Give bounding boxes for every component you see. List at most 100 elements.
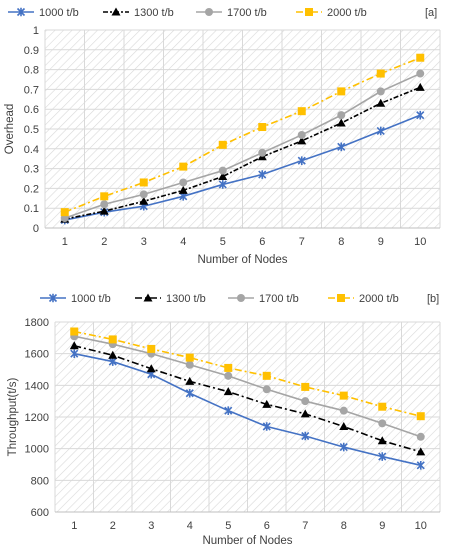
- data-point: [146, 364, 156, 373]
- data-point: [301, 382, 310, 391]
- x-tick-label: 5: [225, 520, 231, 532]
- y-tick-label: 1800: [25, 317, 49, 329]
- legend-item: 1700 t/b: [228, 293, 299, 305]
- y-tick-label: 0.2: [24, 183, 39, 195]
- legend-label: 2000 t/b: [359, 293, 399, 305]
- legend-label: 2000 t/b: [327, 7, 367, 19]
- y-tick-label: 1: [33, 25, 39, 37]
- data-point: [416, 110, 425, 120]
- data-point: [218, 172, 228, 181]
- data-point: [99, 206, 109, 215]
- data-point: [301, 431, 310, 441]
- data-point: [416, 412, 425, 421]
- x-tick-label: 2: [110, 520, 116, 532]
- data-point: [339, 422, 349, 430]
- legend-swatch-marker: [48, 293, 58, 303]
- series-line: [64, 72, 421, 219]
- y-tick-label: 600: [31, 507, 49, 519]
- data-point: [376, 98, 386, 107]
- y-tick-label: 0.9: [24, 45, 39, 57]
- data-point: [336, 118, 346, 127]
- data-point: [262, 422, 271, 431]
- panel-label: [b]: [427, 293, 439, 305]
- x-tick-label: 4: [180, 236, 186, 248]
- data-point: [218, 140, 227, 149]
- panel-label: [a]: [425, 7, 437, 19]
- data-point: [223, 387, 233, 396]
- x-tick-label: 1: [62, 236, 68, 248]
- series-1700-t-b: [60, 69, 425, 223]
- x-tick-label: 9: [378, 236, 384, 248]
- data-point: [300, 409, 310, 418]
- x-tick-label: 5: [220, 236, 226, 248]
- data-point: [297, 107, 306, 116]
- data-point: [337, 142, 346, 152]
- legend-swatch-marker: [305, 8, 313, 16]
- data-point: [416, 69, 425, 78]
- data-point: [179, 178, 188, 187]
- series-line: [64, 56, 421, 213]
- x-tick-label: 2: [101, 236, 107, 248]
- legend-label: 1000 t/b: [39, 7, 79, 19]
- legend-swatch-marker: [237, 294, 245, 302]
- throughput-chart: 600 800 1000 1200 1400 1600 1800 1 2 3 4 5 6 7 8 9 10 Num…: [7, 293, 441, 547]
- data-point: [224, 406, 233, 415]
- legend-label: 1700 t/b: [259, 293, 299, 305]
- data-point: [185, 360, 194, 369]
- legend-swatch-marker: [16, 7, 26, 17]
- x-tick-label: 7: [299, 236, 305, 248]
- legend-item: 1300 t/b: [103, 7, 174, 19]
- legend-item: 1700 t/b: [196, 7, 267, 19]
- data-point: [297, 136, 307, 145]
- series-2000-t-b: [70, 327, 425, 421]
- legend-swatch-marker: [337, 294, 345, 302]
- data-point: [339, 442, 348, 452]
- series-line: [74, 344, 421, 453]
- x-axis-title: Number of Nodes: [197, 254, 287, 266]
- legend-swatch-marker: [143, 293, 153, 302]
- legend-label: 1300 t/b: [134, 7, 174, 19]
- series-1700-t-b: [70, 332, 425, 441]
- y-tick-label: 0: [33, 223, 39, 235]
- data-point: [339, 391, 348, 400]
- legend-item: 1000 t/b: [8, 7, 79, 19]
- data-point: [262, 371, 271, 380]
- data-point: [70, 349, 79, 358]
- series-line: [64, 86, 421, 220]
- data-point: [262, 399, 272, 408]
- data-point: [376, 87, 385, 96]
- data-point: [377, 436, 387, 445]
- data-point: [416, 432, 425, 441]
- data-point: [179, 162, 188, 171]
- data-point: [224, 363, 233, 372]
- y-tick-label: 0.1: [24, 203, 39, 215]
- data-point: [69, 341, 79, 350]
- data-point: [337, 111, 346, 120]
- data-point: [139, 178, 148, 187]
- x-tick-label: 10: [414, 236, 426, 248]
- x-tick-label: 10: [415, 520, 427, 532]
- data-point: [258, 123, 267, 132]
- y-tick-label: 0.8: [24, 65, 39, 77]
- data-point: [185, 353, 194, 362]
- x-tick-label: 3: [141, 236, 147, 248]
- data-point: [139, 196, 149, 205]
- data-point: [416, 460, 425, 470]
- y-tick-label: 1200: [25, 412, 49, 424]
- data-point: [297, 156, 306, 165]
- data-point: [416, 447, 426, 456]
- x-tick-label: 6: [264, 520, 270, 532]
- x-tick-label: 3: [148, 520, 154, 532]
- legend-label: 1300 t/b: [166, 293, 206, 305]
- data-point: [301, 397, 310, 406]
- x-axis-title: Number of Nodes: [202, 535, 292, 547]
- data-point: [100, 192, 109, 201]
- legend-swatch-marker: [205, 8, 213, 16]
- data-point: [147, 344, 156, 353]
- x-tick-label: 8: [338, 236, 344, 248]
- series-line: [74, 352, 421, 467]
- data-point: [415, 82, 425, 91]
- data-point: [339, 406, 348, 415]
- y-tick-label: 0.7: [24, 84, 39, 96]
- legend-swatch-marker: [111, 7, 121, 16]
